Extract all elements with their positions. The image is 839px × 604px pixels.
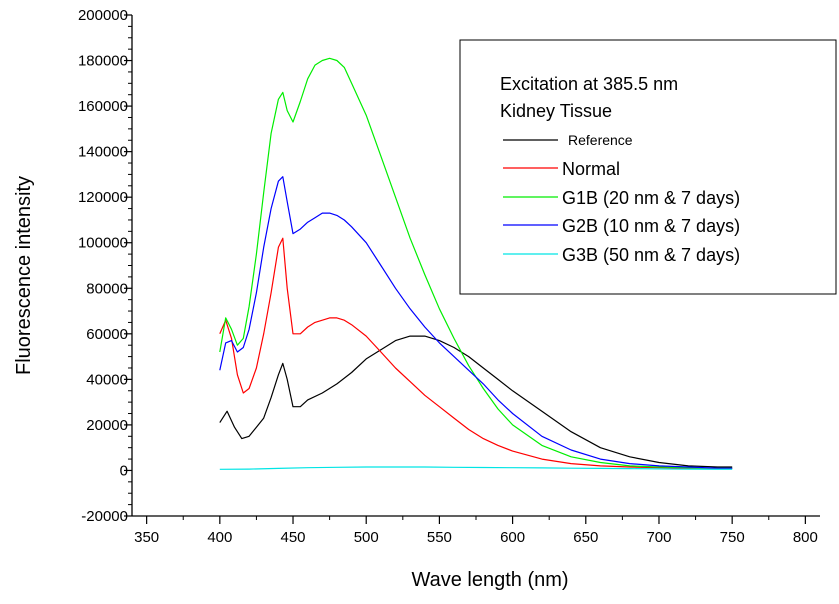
x-tick-label: 750: [720, 529, 745, 546]
legend-label: G3B (50 nm & 7 days): [562, 245, 740, 265]
y-axis: -20000 0 20000 40000 60000 80000 100000 120000 1…: [78, 7, 133, 525]
x-tick-label: 550: [427, 529, 452, 546]
legend-title-line-2: Kidney Tissue: [500, 101, 612, 121]
series-line-g2b: [219, 176, 733, 469]
x-axis-title: Wave length (nm): [411, 569, 568, 591]
y-tick-label: -20000: [81, 508, 128, 525]
y-tick-label: 60000: [86, 326, 128, 343]
y-tick-label: 140000: [78, 144, 128, 161]
series-line-normal: [219, 237, 733, 469]
legend-label: Normal: [562, 159, 620, 179]
x-axis: 350 400 450 500 550 600 650 700 750 800: [132, 515, 820, 546]
x-tick-label: 500: [354, 529, 379, 546]
x-tick-label: 400: [207, 529, 232, 546]
y-tick-label: 80000: [86, 280, 128, 297]
x-tick-label: 800: [793, 529, 818, 546]
x-ticks: 350 400 450 500 550 600 650 700 750 800: [134, 516, 818, 546]
legend-title-line-1: Excitation at 385.5 nm: [500, 74, 678, 94]
y-tick-label: 160000: [78, 98, 128, 115]
legend: Excitation at 385.5 nm Kidney Tissue Ref…: [459, 39, 837, 295]
y-ticks: -20000 0 20000 40000 60000 80000 100000 120000 1…: [78, 7, 132, 525]
y-axis-title: Fluorescence intensity: [13, 176, 35, 375]
y-tick-label: 100000: [78, 235, 128, 252]
x-tick-label: 450: [281, 529, 306, 546]
x-tick-label: 650: [573, 529, 598, 546]
y-tick-label: 200000: [78, 7, 128, 24]
series-line-g3b: [219, 466, 733, 470]
y-tick-label: 40000: [86, 371, 128, 388]
x-tick-label: 700: [646, 529, 671, 546]
y-tick-label: 20000: [86, 417, 128, 434]
series-line-reference: [219, 335, 733, 468]
x-tick-label: 600: [500, 529, 525, 546]
legend-entries: Reference Normal G1B (20 nm & 7 days) G2B (…: [503, 132, 740, 265]
y-tick-label: 120000: [78, 189, 128, 206]
x-tick-label: 350: [134, 529, 159, 546]
series-line-g1b: [219, 57, 733, 469]
legend-label: Reference: [568, 132, 633, 148]
legend-label: G1B (20 nm & 7 days): [562, 188, 740, 208]
y-tick-label: 180000: [78, 53, 128, 70]
y-tick-label: 0: [120, 462, 128, 479]
legend-box: [459, 39, 837, 295]
legend-label: G2B (10 nm & 7 days): [562, 216, 740, 236]
series-layer: [219, 57, 733, 470]
